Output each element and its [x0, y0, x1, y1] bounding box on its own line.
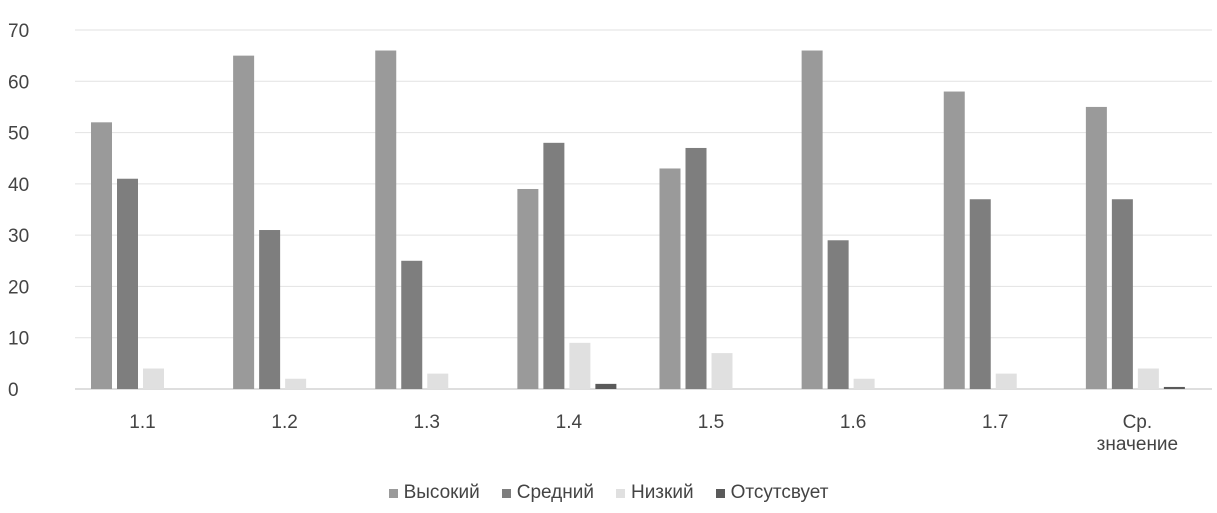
bar	[1163, 386, 1185, 389]
x-tick-label: 1.3	[414, 412, 440, 433]
legend-item: Низкий	[615, 482, 694, 504]
x-tick-label: 1.1	[129, 412, 155, 433]
y-tick-label: 40	[8, 175, 29, 196]
bar	[427, 373, 449, 389]
bar	[1137, 368, 1159, 389]
y-tick-label: 70	[8, 21, 29, 42]
y-tick-label: 60	[8, 72, 29, 93]
x-tick-label: Ср.	[1123, 412, 1153, 433]
y-tick-label: 10	[8, 329, 29, 350]
bar	[117, 178, 138, 389]
legend-label: Средний	[516, 482, 594, 503]
bar	[233, 55, 255, 390]
bar	[517, 188, 539, 389]
bar	[1111, 199, 1133, 389]
bar	[801, 50, 823, 390]
legend-label: Высокий	[403, 482, 480, 503]
bar	[91, 122, 112, 390]
x-tick-label: 1.5	[698, 412, 724, 433]
x-tick-label: 1.4	[556, 412, 583, 433]
legend-label: Низкий	[630, 482, 694, 503]
legend-swatch	[501, 488, 511, 498]
legend-swatch	[715, 488, 725, 498]
bar	[259, 230, 281, 389]
y-tick-label: 0	[8, 380, 19, 401]
bar-chart: 0 10 20 30 40 50 60 70 1.1 1.2 1.3 1.4 1.5 1.6 1.7 Ср.з…	[8, 21, 1212, 455]
bar	[143, 368, 164, 389]
bar	[1085, 106, 1107, 389]
legend-item: Отсутсвует	[715, 482, 829, 504]
legend-label: Отсутсвует	[730, 482, 829, 503]
y-tick-label: 30	[8, 226, 29, 247]
bar	[995, 373, 1017, 389]
bar	[827, 240, 849, 389]
bar	[659, 168, 681, 389]
x-tick-label: 1.2	[271, 412, 297, 433]
y-tick-label: 50	[8, 124, 29, 145]
chart-legend: Высокий Средний Низкий Отсутсвует	[0, 478, 1217, 508]
bar	[595, 383, 617, 389]
bar	[401, 260, 423, 389]
legend-swatch	[388, 488, 398, 498]
x-tick-label: 1.6	[840, 412, 866, 433]
bar	[685, 147, 707, 389]
x-tick-label: значение	[1097, 434, 1179, 455]
bar	[711, 353, 733, 389]
y-tick-label: 20	[8, 277, 29, 298]
bar	[569, 342, 591, 389]
bar	[285, 378, 307, 389]
bar	[375, 50, 397, 390]
x-tick-label: 1.7	[982, 412, 1008, 433]
legend-swatch	[615, 488, 625, 498]
bar	[853, 378, 875, 389]
bar	[969, 199, 991, 389]
bar	[943, 91, 965, 390]
bar	[543, 142, 565, 389]
legend-item: Средний	[501, 482, 594, 504]
legend-item: Высокий	[388, 482, 480, 504]
